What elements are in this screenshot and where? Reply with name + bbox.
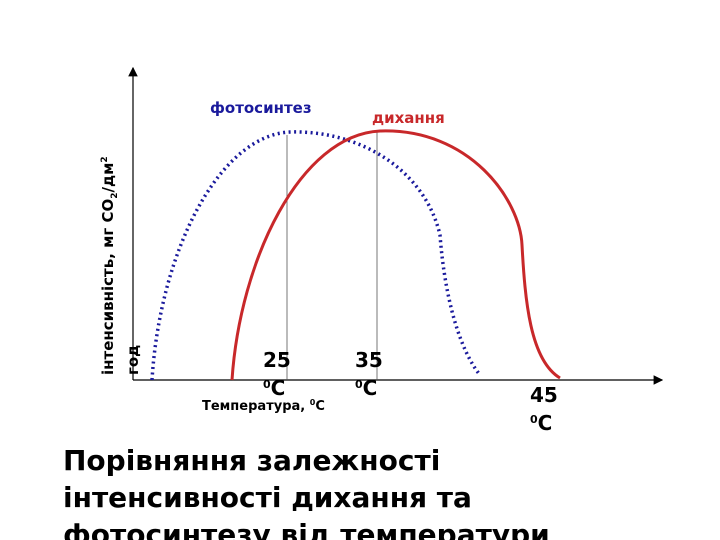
unit: С (363, 376, 378, 400)
unit: С (271, 376, 286, 400)
temperature-value: 25 (263, 348, 291, 372)
unit: С (538, 411, 553, 435)
temperature-unit: 0С (355, 376, 377, 400)
temperature-unit: 0С (530, 411, 552, 435)
unit-sup: 0 (355, 378, 363, 391)
label-sup: 2 (100, 156, 110, 162)
label-part: Температура, (202, 399, 310, 414)
unit-sup: 0 (263, 378, 271, 391)
label-sub: 2 (110, 193, 120, 199)
y-axis-label: інтенсивність, мг СО2/дм2 (99, 156, 120, 375)
label-part: /дм (99, 163, 117, 193)
y-axis-label-line2: год (124, 345, 142, 375)
temperature-unit: 0С (263, 376, 285, 400)
label-sup: 0 (310, 398, 316, 407)
respiration-curve (230, 129, 561, 381)
caption-line: інтенсивності дихання та (63, 481, 472, 514)
temperature-value: 35 (355, 348, 383, 372)
label-part: інтенсивність, мг СО (99, 199, 117, 375)
curve-label: дихання (372, 109, 445, 127)
temperature-value: 45 (530, 383, 558, 407)
unit-sup: 0 (530, 413, 538, 426)
photosynthesis-curve (150, 130, 482, 381)
x-axis-label: Температура, 0С (202, 398, 325, 414)
caption-line: фотосинтезу від температури (63, 518, 550, 540)
curve-label: фотосинтез (210, 99, 312, 117)
caption-line: Порівняння залежності (63, 444, 440, 477)
label-part: С (315, 399, 325, 414)
